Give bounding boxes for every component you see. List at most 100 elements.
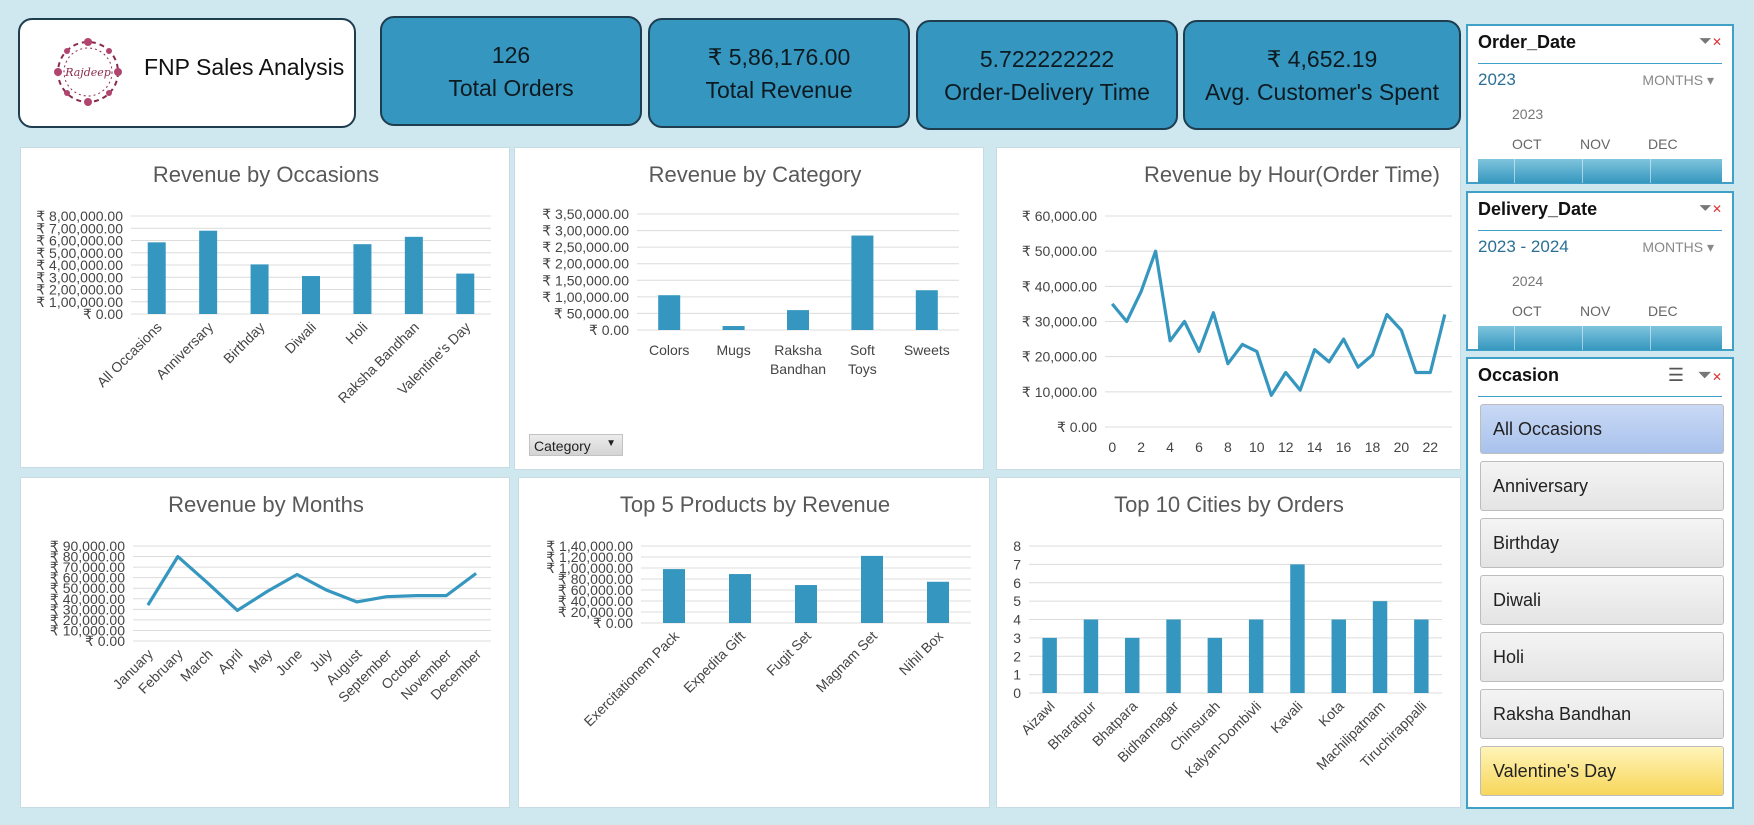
occasion-item-birthday[interactable]: Birthday — [1480, 518, 1724, 568]
bar — [147, 242, 166, 314]
bar — [1125, 637, 1140, 693]
y-tick-label: ₹ 0.00 — [83, 306, 123, 322]
bar — [722, 326, 745, 330]
clear-filter-icon[interactable]: ⏷✕ — [1699, 33, 1722, 50]
bar — [663, 569, 685, 623]
timeline-month: DEC — [1648, 136, 1678, 152]
x-tick-label: Aizawl — [1018, 698, 1058, 738]
y-tick-label: ₹ 40,000.00 — [558, 593, 633, 609]
chart-svg: Revenue by Category₹ 0.00₹ 50,000.00₹ 1,… — [542, 162, 959, 377]
y-tick-label: ₹ 20,000.00 — [558, 604, 633, 620]
y-tick-label: ₹ 50,000.00 — [554, 305, 629, 321]
granularity-dropdown[interactable]: MONTHS ▾ — [1642, 239, 1714, 256]
y-tick-label: ₹ 0.00 — [593, 615, 633, 631]
y-tick-label: ₹ 8,00,000.00 — [36, 208, 123, 224]
kpi-value: ₹ 4,652.19 — [1266, 46, 1378, 72]
timeline-month: NOV — [1580, 303, 1611, 319]
y-tick-label: ₹ 2,00,000.00 — [542, 256, 629, 272]
chart-title: Revenue by Hour(Order Time) — [1144, 162, 1440, 187]
y-tick-label: ₹ 60,000.00 — [558, 582, 633, 598]
bar — [729, 574, 751, 623]
y-tick-label: ₹ 0.00 — [85, 633, 125, 649]
x-tick-label-line: Raksha — [774, 342, 822, 358]
chevron-down-icon: ▼ — [606, 438, 616, 449]
x-tick-label: 18 — [1365, 439, 1381, 455]
bar — [1083, 619, 1099, 693]
occasion-item-raksha-bandhan[interactable]: Raksha Bandhan — [1480, 689, 1724, 739]
y-tick-label: ₹ 60,000.00 — [50, 570, 125, 586]
y-tick-label: ₹ 70,000.00 — [50, 559, 125, 575]
occasion-item-all-occasions[interactable]: All Occasions — [1480, 404, 1724, 454]
occasion-slicer[interactable]: Occasion ☰ ⏷✕ All Occasions Anniversary … — [1466, 357, 1734, 809]
x-tick-label: 20 — [1394, 439, 1410, 455]
y-tick-label: ₹ 50,000.00 — [50, 580, 125, 596]
x-tick-label: June — [272, 646, 305, 679]
multi-select-icon[interactable]: ☰ — [1667, 365, 1684, 385]
chart-title: Revenue by Months — [168, 492, 364, 517]
kpi-avg-customer-spent: ₹ 4,652.19 Avg. Customer's Spent — [1183, 20, 1461, 130]
chart-title: Revenue by Occasions — [153, 162, 379, 187]
bar — [1331, 619, 1346, 693]
bar — [861, 555, 883, 623]
bar — [795, 585, 817, 623]
x-tick-label: Kavali — [1267, 698, 1305, 736]
x-tick-label: Holi — [342, 319, 370, 347]
bar — [1207, 637, 1223, 693]
kpi-label: Total Revenue — [705, 77, 853, 103]
slicer-title: Delivery_Date — [1478, 199, 1598, 219]
y-tick-label: 5 — [1013, 593, 1021, 609]
granularity-dropdown[interactable]: MONTHS ▾ — [1642, 72, 1714, 89]
category-filter-button[interactable]: Category ▼ — [529, 434, 623, 456]
y-tick-label: ₹ 30,000.00 — [50, 601, 125, 617]
divider — [1478, 230, 1722, 231]
chart-top-10-cities: Top 10 Cities by Orders 0 1 2 3 4 5 6 7 8 Aizawl Bh… — [996, 477, 1461, 808]
x-tick-label: Colors — [649, 342, 689, 358]
x-tick-label-line: Soft — [850, 342, 875, 358]
chart-svg: Revenue by Months ₹ 0.00₹ 10,000.00₹ 20,0… — [50, 492, 491, 706]
timeline-selection-bar[interactable] — [1478, 159, 1722, 183]
timeline-month: OCT — [1512, 136, 1542, 152]
occasion-item-anniversary[interactable]: Anniversary — [1480, 461, 1724, 511]
timeline-selection-bar[interactable] — [1478, 326, 1722, 350]
y-tick-label: 6 — [1013, 575, 1021, 591]
timeline-month: DEC — [1648, 303, 1678, 319]
occasion-item-diwali[interactable]: Diwali — [1480, 575, 1724, 625]
x-tick-label: 14 — [1307, 439, 1323, 455]
kpi-label: Avg. Customer's Spent — [1204, 79, 1440, 105]
x-tick-label: 0 — [1108, 439, 1116, 455]
y-tick-label: ₹ 5,00,000.00 — [36, 245, 123, 261]
chart-revenue-by-hour: Revenue by Hour(Order Time) ₹ 0.00 ₹ 10,00… — [996, 147, 1461, 470]
series-line — [146, 554, 478, 612]
y-tick-label: ₹ 3,00,000.00 — [36, 269, 123, 285]
kpi-total-orders: 126 Total Orders — [380, 16, 642, 126]
y-tick-label: ₹ 2,50,000.00 — [542, 239, 629, 255]
x-tick-label: Magnam Set — [813, 628, 881, 696]
delivery-date-slicer[interactable]: Delivery_Date ⏷✕ 2023 - 2024 MONTHS ▾ 20… — [1466, 191, 1734, 351]
x-tick-label: 16 — [1336, 439, 1352, 455]
x-tick-label-line: Bandhan — [770, 361, 826, 377]
order-date-slicer[interactable]: Order_Date ⏷✕ 2023 MONTHS ▾ 2023 OCT NOV… — [1466, 24, 1734, 184]
y-tick-label: 0 — [1013, 685, 1021, 701]
bar — [927, 581, 949, 623]
clear-filter-icon[interactable]: ⏷✕ — [1697, 365, 1722, 385]
x-tick-label: Expedita Gift — [680, 628, 748, 696]
x-tick-label: 2 — [1137, 439, 1145, 455]
bar — [1248, 619, 1264, 693]
y-tick-label: ₹ 90,000.00 — [50, 538, 125, 554]
occasion-item-valentines-day[interactable]: Valentine's Day — [1480, 746, 1724, 796]
y-tick-label: ₹ 1,00,000.00 — [546, 560, 633, 576]
bar — [456, 273, 475, 314]
x-tick-label: 8 — [1224, 439, 1232, 455]
y-tick-label: ₹ 6,00,000.00 — [36, 233, 123, 249]
divider — [1478, 63, 1722, 64]
occasion-item-holi[interactable]: Holi — [1480, 632, 1724, 682]
kpi-value: 5.722222222 — [979, 46, 1115, 72]
divider — [1478, 396, 1722, 397]
clear-filter-icon[interactable]: ⏷✕ — [1699, 200, 1722, 217]
chart-top-5-products: Top 5 Products by Revenue ₹ 0.00 ₹ 20,000.… — [518, 477, 990, 808]
chart-revenue-by-occasions: Revenue by Occasions ₹ 0.00 ₹ 1,00,000.00 ₹… — [20, 147, 510, 468]
y-tick-label: ₹ 3,50,000.00 — [542, 206, 629, 222]
slicer-title: Occasion — [1478, 365, 1560, 385]
bar — [1414, 619, 1429, 693]
bar — [404, 236, 423, 314]
